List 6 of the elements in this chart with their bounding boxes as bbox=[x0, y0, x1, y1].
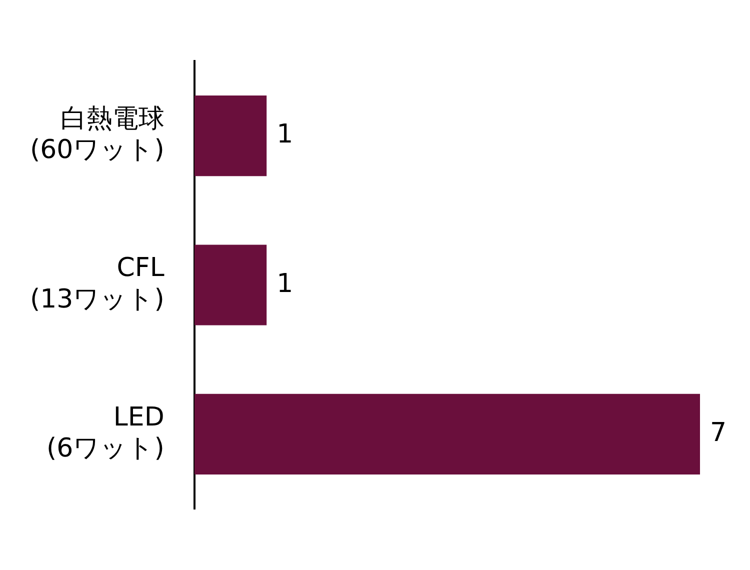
data-label: 1 bbox=[276, 268, 294, 299]
data-label: 1 bbox=[276, 120, 294, 150]
y-tick-label: 白熱電球 (60ワット) bbox=[30, 104, 164, 166]
data-label: 7 bbox=[710, 418, 727, 448]
y-tick-label: LED (6ワット) bbox=[46, 402, 164, 464]
y-tick-label: CFL (13ワット) bbox=[30, 253, 165, 314]
